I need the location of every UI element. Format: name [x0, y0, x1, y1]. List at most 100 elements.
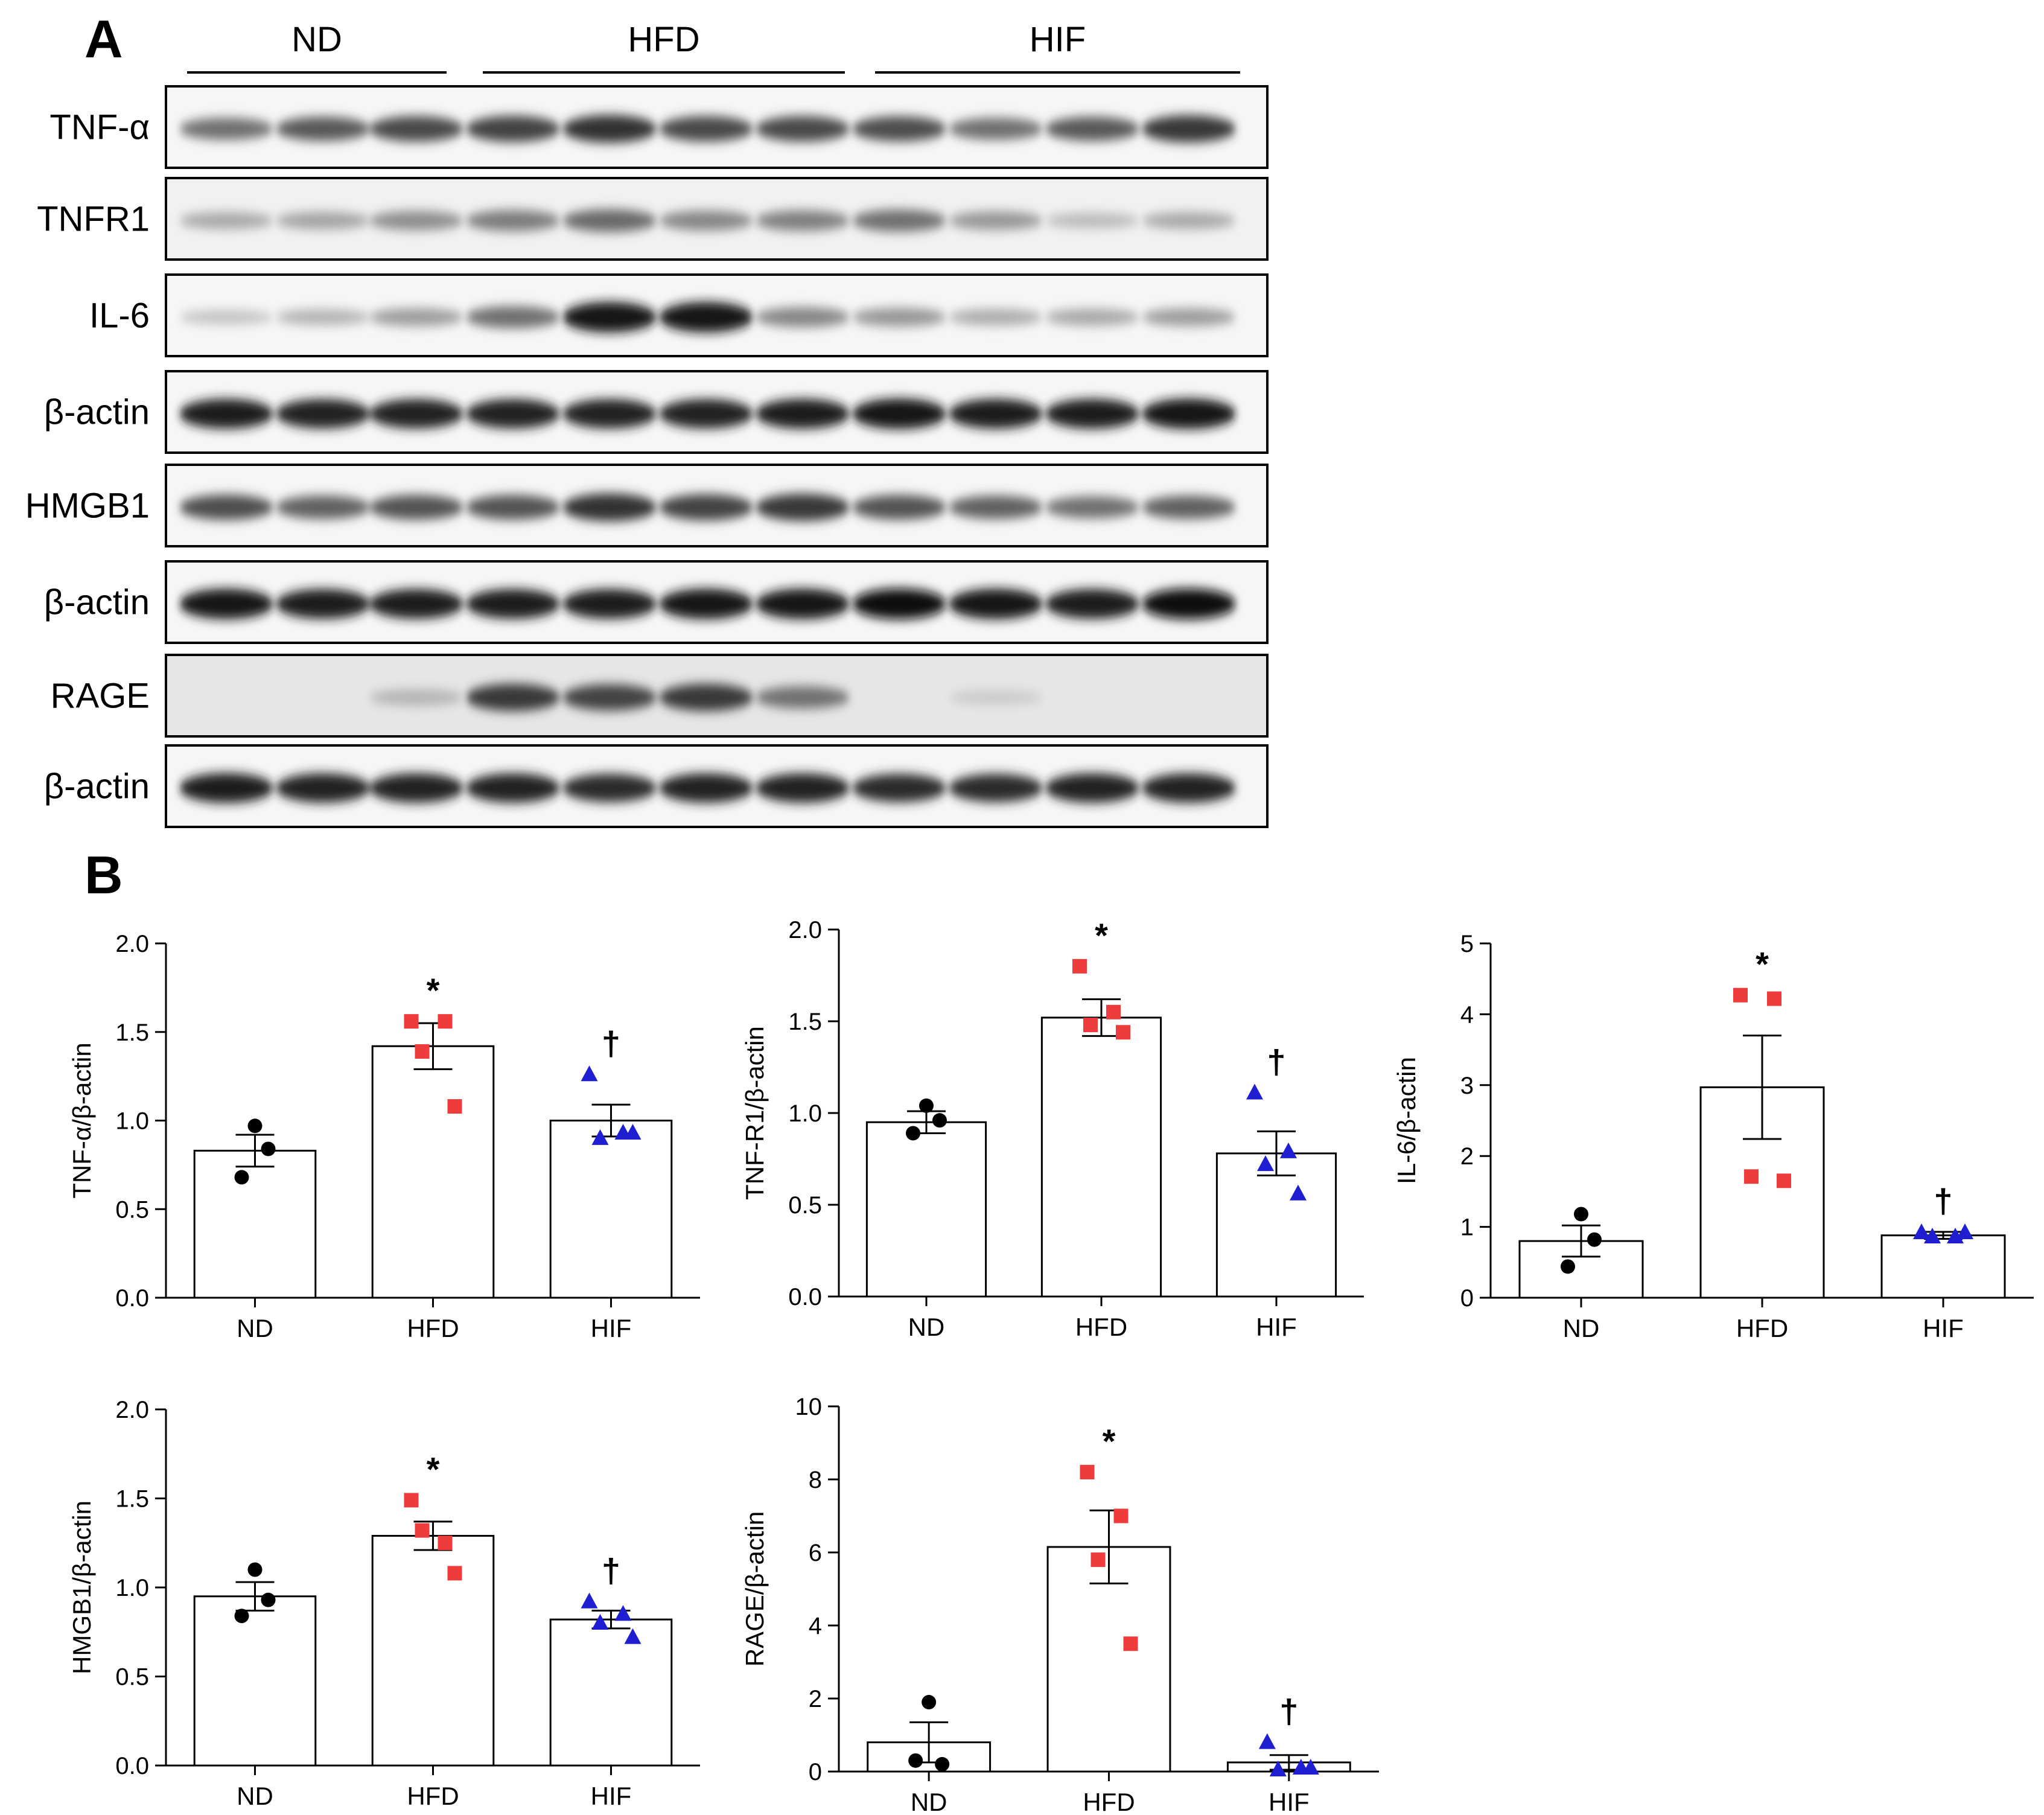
blot-band: [659, 210, 753, 231]
bar-nd: [865, 1121, 987, 1298]
blot-band: [949, 495, 1043, 520]
y-tick-label: 0.0: [788, 1284, 822, 1310]
blot-band: [756, 116, 850, 142]
data-point-hif: [1246, 1083, 1263, 1100]
y-tick-label: 1: [1460, 1214, 1474, 1241]
data-point-hfd: [1777, 1173, 1791, 1188]
group-header-hif: HIF: [1030, 20, 1086, 59]
blot-band: [1045, 773, 1139, 803]
data-point-hif: [1290, 1184, 1307, 1201]
blot-band: [466, 589, 560, 619]
y-tick-label: 1.0: [115, 1108, 149, 1135]
y-tick-label: 2.0: [115, 931, 149, 957]
y-axis-label: IL-6/β-actin: [1392, 1057, 1421, 1184]
blot-band: [1142, 398, 1236, 429]
blot-band: [1142, 773, 1236, 803]
y-tick-label: 0.5: [115, 1664, 149, 1691]
blot-bands: [179, 493, 1236, 522]
blot-band: [1142, 308, 1236, 327]
blot-band: [1142, 212, 1236, 229]
y-tick-label: 1.0: [115, 1575, 149, 1601]
panel-b-label: B: [84, 845, 123, 905]
panel-a-label: A: [84, 9, 123, 69]
significance-marker-hif: †: [1934, 1182, 1952, 1220]
blot-band: [1045, 116, 1139, 141]
blot-band: [276, 116, 370, 141]
y-tick-label: 1.0: [788, 1100, 822, 1127]
blot-band: [369, 399, 463, 429]
blot-label: RAGE: [51, 677, 150, 716]
blot-band: [756, 686, 850, 709]
data-point-nd: [906, 1126, 920, 1141]
significance-marker-hfd: *: [1095, 916, 1108, 954]
y-axis-label: TNF-R1/β-actin: [740, 1026, 769, 1200]
blot-band: [949, 774, 1043, 802]
x-tick-label: HFD: [1736, 1314, 1788, 1342]
blot-band: [276, 773, 370, 803]
data-point-hif: [1302, 1758, 1319, 1775]
data-point-hif: [1269, 1760, 1287, 1776]
group-headers: ND HFD HIF: [187, 20, 1240, 74]
x-tick-label: HIF: [1923, 1314, 1964, 1342]
blot-bands: [179, 589, 1236, 619]
blot-band: [466, 773, 560, 803]
blot-band: [466, 494, 560, 520]
data-point-hfd: [1113, 1508, 1129, 1523]
y-tick-label: 1.5: [115, 1019, 149, 1046]
bar-hif: [1215, 1152, 1337, 1298]
data-point-nd: [1561, 1259, 1575, 1274]
blot-band: [562, 589, 657, 619]
x-tick-label: HFD: [1075, 1313, 1127, 1341]
significance-marker-hfd: *: [1103, 1422, 1116, 1460]
data-point-hif: [624, 1628, 642, 1644]
blot-band: [179, 118, 273, 140]
blot-band: [659, 116, 753, 142]
blot-row-actin-5: β-actin: [44, 560, 1269, 644]
significance-marker-hfd: *: [427, 971, 440, 1009]
blot-band: [756, 210, 850, 231]
blot-band: [179, 212, 273, 229]
x-tick-label: HIF: [591, 1782, 632, 1810]
data-point-hif: [624, 1124, 642, 1140]
data-point-hfd: [1733, 987, 1748, 1003]
panel-a: A ND HFD HIF TNF-α TNFR1 IL-6 β-actin HMGB1 β-a…: [25, 9, 1269, 828]
data-point-nd: [1574, 1207, 1588, 1222]
blot-row-hmgb1-4: HMGB1: [25, 464, 1269, 547]
data-point-nd: [234, 1609, 249, 1624]
bar-hfd: [371, 1534, 495, 1767]
blot-band: [949, 398, 1043, 429]
x-tick-label: HIF: [591, 1314, 632, 1342]
data-point-hif: [1257, 1155, 1274, 1172]
y-tick-label: 2: [809, 1686, 822, 1712]
blot-label: TNF-α: [49, 108, 150, 147]
data-point-hfd: [1090, 1552, 1106, 1568]
blot-band: [949, 118, 1043, 140]
x-tick-label: ND: [237, 1314, 273, 1342]
blot-band: [1045, 398, 1139, 429]
blot-band: [659, 302, 753, 333]
blot-band: [852, 308, 946, 327]
group-header-nd: ND: [291, 20, 342, 59]
blot-band: [1142, 115, 1236, 143]
y-tick-label: 0: [1460, 1285, 1474, 1312]
blot-band: [466, 306, 560, 328]
x-tick-label: ND: [237, 1782, 273, 1810]
bar-hif: [549, 1618, 673, 1767]
blot-band: [369, 494, 463, 520]
bar-hfd: [371, 1045, 495, 1299]
blot-label: HMGB1: [25, 486, 150, 526]
blot-band: [179, 398, 273, 429]
blot-bands: [179, 209, 1236, 232]
blot-band: [276, 309, 370, 325]
blot-bands: [179, 398, 1236, 429]
data-point-nd: [908, 1753, 923, 1768]
blot-label: β-actin: [44, 767, 150, 806]
blot-band: [466, 683, 560, 712]
data-point-hfd: [1080, 1464, 1095, 1479]
blot-band: [852, 589, 946, 619]
chart-tnf-actin: 0.0 0.5 1.0 1.5 2.0 TNF-α/β-actin ND HFD * HIF †: [68, 931, 700, 1342]
data-point-hif: [581, 1065, 598, 1082]
y-tick-label: 2: [1460, 1143, 1474, 1170]
bar-hif: [1880, 1234, 2006, 1299]
data-point-hif: [1947, 1228, 1964, 1244]
